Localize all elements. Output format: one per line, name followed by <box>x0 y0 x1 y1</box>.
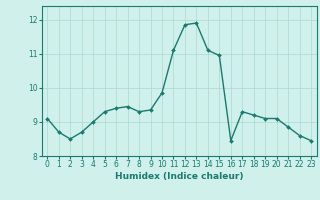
X-axis label: Humidex (Indice chaleur): Humidex (Indice chaleur) <box>115 172 244 181</box>
